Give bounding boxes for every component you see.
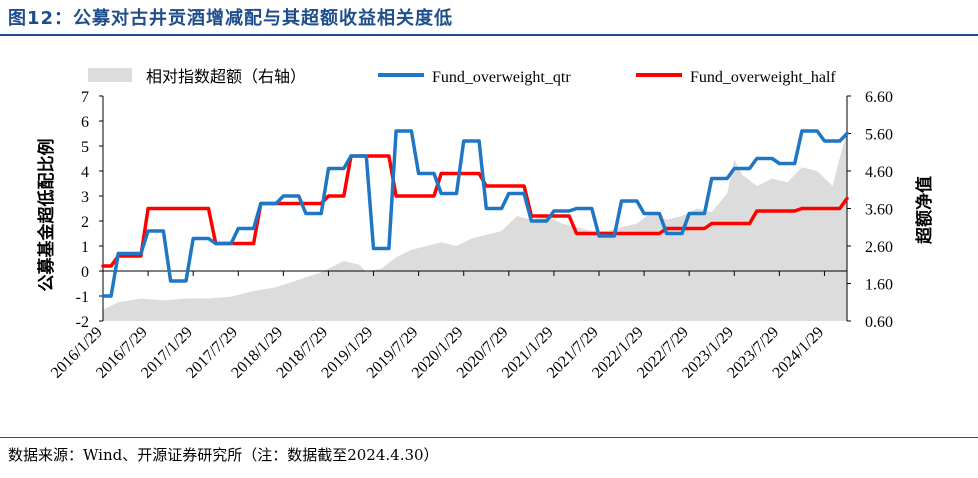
y-left-tick-label: -1	[76, 289, 89, 306]
legend-swatch-area	[88, 68, 132, 82]
legend-label-half: Fund_overweight_half	[690, 69, 836, 86]
line-chart: -2 -1 0 1 2 3 4 5 6 7 0.60 1.60 2.60 3.60 4.60 5.60 6.60…	[36, 68, 935, 382]
legend-label-area: 相对指数超额（右轴）	[146, 68, 306, 86]
footer-rule	[0, 437, 978, 438]
y-right-tick-label: 3.60	[865, 202, 893, 219]
y-left-tick-label: 7	[81, 89, 89, 106]
y-right-tick-label: 4.60	[865, 164, 893, 181]
y-right-tick-label: 0.60	[865, 314, 893, 331]
y-left-tick-label: 4	[81, 164, 89, 181]
half-series-line	[101, 154, 849, 268]
title-rule	[0, 34, 978, 36]
line-layer	[101, 129, 849, 298]
page-title: 图12：公募对古井贡酒增减配与其超额收益相关度低	[8, 8, 454, 29]
y-axis-right-title: 超额净值	[914, 176, 935, 244]
area-series-excess-return	[103, 129, 847, 321]
y-left-tick-label: 0	[81, 264, 89, 281]
y-left-tick-label: 1	[81, 239, 89, 256]
y-right-tick-label: 5.60	[865, 127, 893, 144]
y-left-tick-label: 5	[81, 139, 89, 156]
source-note: 数据来源：Wind、开源证券研究所（注：数据截至2024.4.30）	[8, 446, 439, 464]
y-right-tick-label: 1.60	[865, 277, 893, 294]
y-left-tick-label: -2	[76, 314, 89, 331]
y-left-tick-label: 3	[81, 189, 89, 206]
y-axis-left-title: 公募基金超低配比例	[36, 139, 57, 292]
legend: 相对指数超额（右轴） Fund_overweight_qtr Fund_over…	[88, 68, 836, 86]
y-right-tick-label: 6.60	[865, 89, 893, 106]
area-layer	[103, 129, 847, 321]
y-left-tick-label: 6	[81, 114, 89, 131]
y-left-tick-label: 2	[81, 214, 89, 231]
qtr-series-line	[101, 129, 849, 298]
y-right-tick-label: 2.60	[865, 239, 893, 256]
legend-label-qtr: Fund_overweight_qtr	[432, 69, 571, 86]
